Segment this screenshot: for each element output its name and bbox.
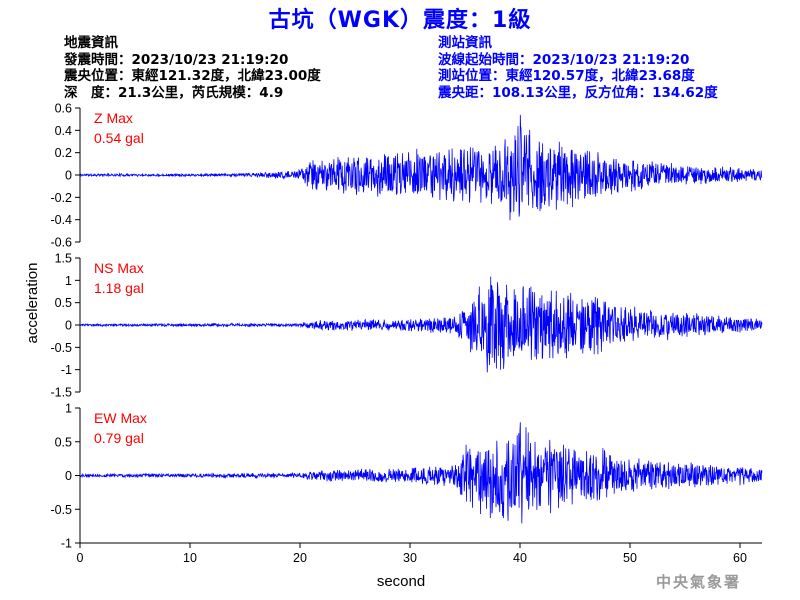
x-axis-label: second — [377, 573, 425, 590]
y-tick-label: 0 — [65, 169, 72, 183]
origin-time: 發震時間：2023/10/23 21:19:20 — [64, 51, 289, 68]
trace-ew — [79, 422, 763, 524]
y-tick-label: -0.2 — [50, 191, 72, 205]
credit-watermark: 中央氣象署 — [656, 573, 742, 591]
wave-start-time: 波線起始時間：2023/10/23 21:19:20 — [438, 51, 690, 68]
y-tick-label: -0.5 — [50, 503, 72, 517]
epicenter-location: 震央位置：東經121.32度，北緯23.00度 — [64, 68, 321, 84]
panel-ns: -1.5 -1 -0.5 0 0.5 1 1.5 NS Max 1.18 gal — [50, 252, 763, 400]
station-info: 測站資訊 波線起始時間：2023/10/23 21:19:20 測站位置：東經1… — [438, 35, 718, 101]
y-tick-label: -0.5 — [50, 341, 72, 355]
y-axis-label: acceleration — [24, 263, 41, 344]
y-tick-label: 0.2 — [55, 146, 72, 160]
depth-magnitude: 深 度：21.3公里，芮氏規模：4.9 — [64, 84, 284, 101]
y-tick-label: 0.5 — [55, 435, 72, 449]
y-tick-label: 0.6 — [55, 102, 72, 116]
y-tick-label: 1 — [65, 274, 72, 288]
panel-ew: -1 -0.5 0 0.5 1 EW Max 0.79 gal — [50, 402, 763, 551]
max-label-z: Z Max — [94, 110, 133, 126]
x-tick-label: 60 — [733, 551, 747, 565]
y-tick-label: 0.4 — [55, 124, 72, 138]
max-value-ns: 1.18 gal — [94, 280, 144, 296]
x-tick-label: 50 — [623, 551, 637, 565]
x-tick-label: 30 — [403, 551, 417, 565]
y-tick-label: -1 — [61, 363, 72, 377]
x-tick-label: 10 — [183, 551, 197, 565]
chart-title: 古坑（WGK）震度：1級 — [268, 8, 532, 33]
max-value-ew: 0.79 gal — [94, 430, 144, 446]
station-info-heading: 測站資訊 — [438, 35, 492, 51]
distance-azimuth: 震央距：108.13公里，反方位角：134.62度 — [438, 84, 718, 101]
x-tick-label: 0 — [77, 551, 84, 565]
y-tick-label: -0.4 — [50, 213, 72, 227]
earthquake-info-heading: 地震資訊 — [64, 35, 118, 51]
x-tick-label: 40 — [513, 551, 527, 565]
y-tick-label: 1.5 — [55, 252, 72, 266]
y-tick-label: -1 — [61, 537, 72, 551]
y-tick-label: 0 — [65, 469, 72, 483]
panel-z: -0.6 -0.4 -0.2 0 0.2 0.4 0.6 Z Max 0.54 gal — [50, 102, 763, 250]
max-value-z: 0.54 gal — [94, 130, 144, 146]
station-location: 測站位置：東經120.57度，北緯23.68度 — [438, 68, 695, 84]
earthquake-info: 地震資訊 發震時間：2023/10/23 21:19:20 震央位置：東經121… — [64, 35, 321, 101]
max-label-ns: NS Max — [94, 260, 144, 276]
y-tick-label: -1.5 — [50, 386, 72, 400]
y-tick-label: -0.6 — [50, 236, 72, 250]
y-tick-label: 0.5 — [55, 296, 72, 310]
max-label-ew: EW Max — [94, 410, 147, 426]
y-tick-label: 0 — [65, 319, 72, 333]
y-tick-label: 1 — [65, 402, 72, 416]
trace-ns — [79, 276, 763, 373]
trace-z — [79, 114, 763, 221]
x-tick-label: 20 — [293, 551, 307, 565]
